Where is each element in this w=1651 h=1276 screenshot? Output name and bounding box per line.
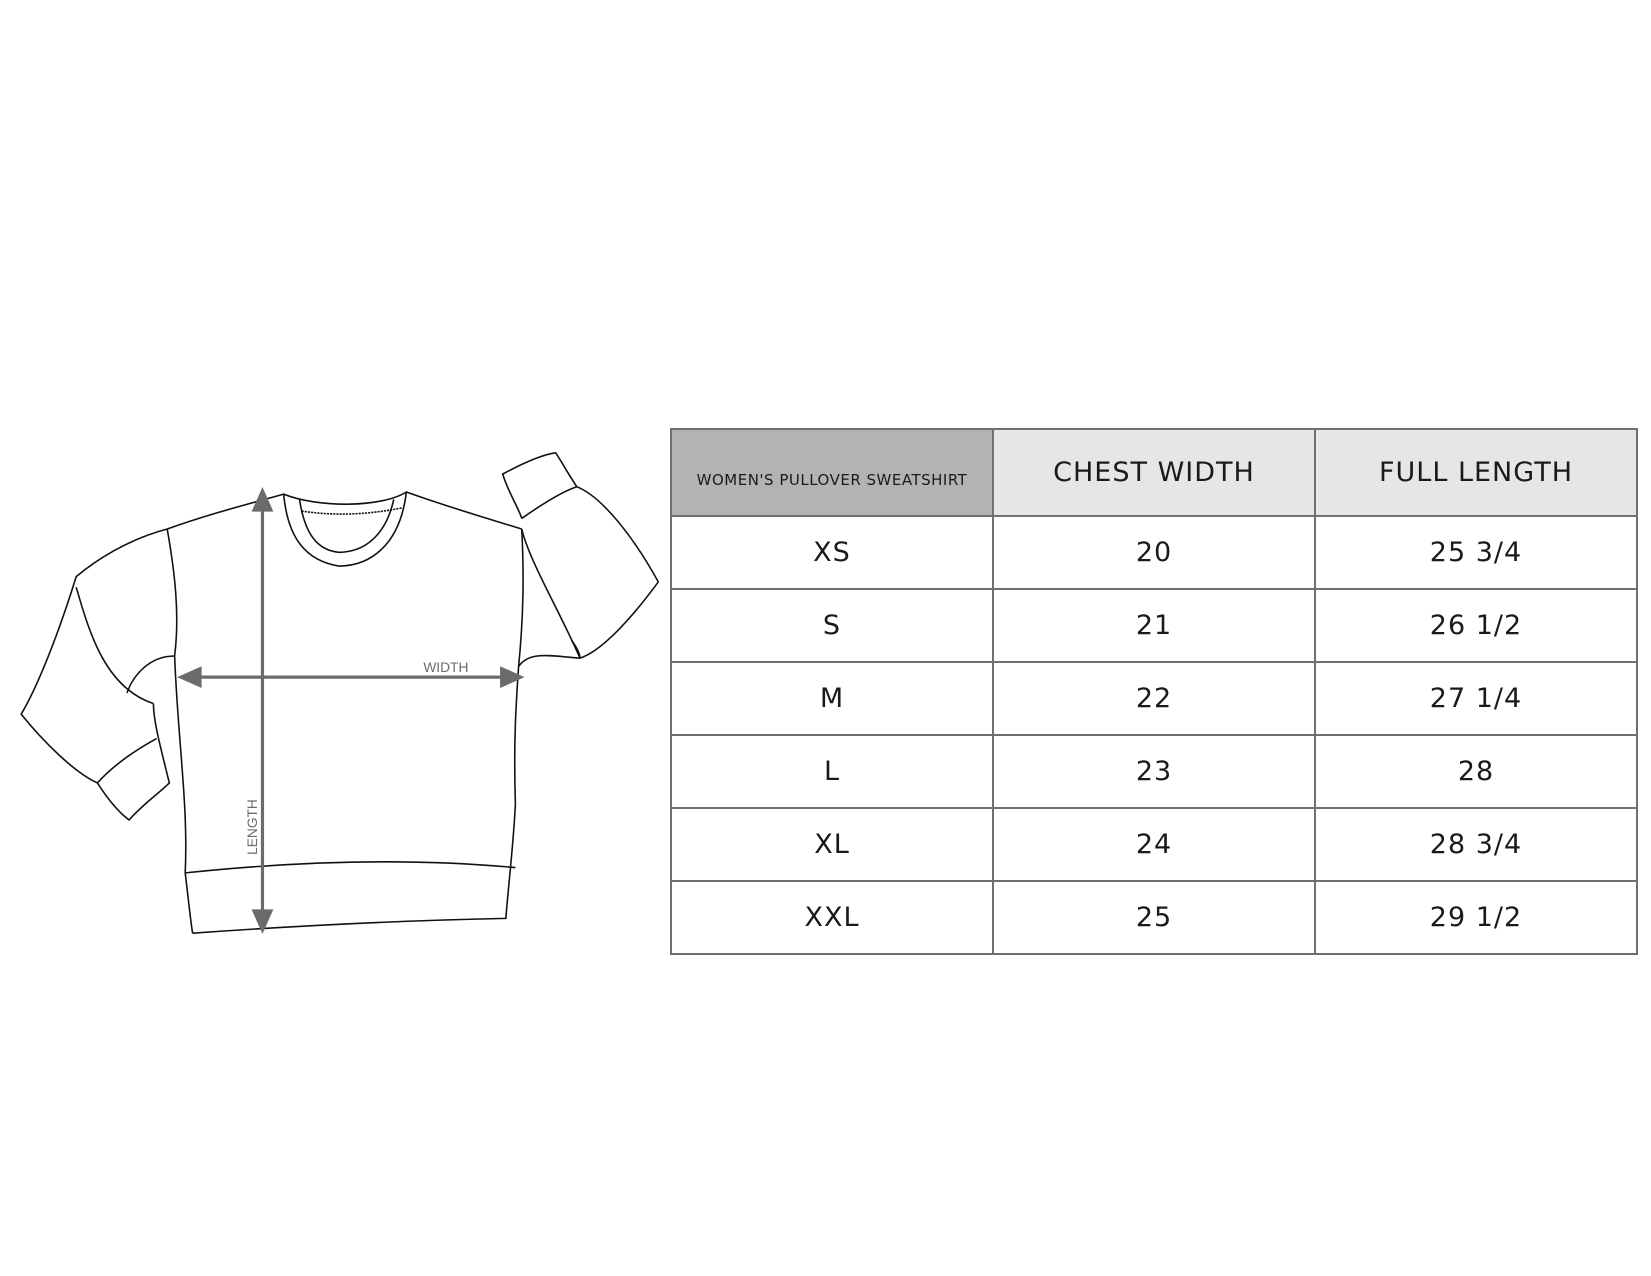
size-cell: XS (670, 515, 994, 590)
size-cell: XL (670, 807, 994, 882)
size-chart-table: WOMEN'S PULLOVER SWEATSHIRT CHEST WIDTH … (670, 428, 1638, 955)
table-row: L 23 28 (670, 734, 1638, 809)
width-label: WIDTH (423, 660, 468, 675)
full-length-header: FULL LENGTH (1314, 428, 1638, 517)
chest-width-header: CHEST WIDTH (992, 428, 1316, 517)
table-row: S 21 26 1/2 (670, 588, 1638, 663)
full-length-cell: 26 1/2 (1314, 588, 1638, 663)
arrow-head-right (500, 666, 525, 689)
full-length-cell: 25 3/4 (1314, 515, 1638, 590)
table-row: XL 24 28 3/4 (670, 807, 1638, 882)
table-header-row: WOMEN'S PULLOVER SWEATSHIRT CHEST WIDTH … (670, 428, 1638, 517)
full-length-cell: 27 1/4 (1314, 661, 1638, 736)
chest-width-cell: 20 (992, 515, 1316, 590)
full-length-cell: 28 (1314, 734, 1638, 809)
full-length-cell: 28 3/4 (1314, 807, 1638, 882)
sweatshirt-outline (20, 451, 660, 934)
chest-width-cell: 23 (992, 734, 1316, 809)
length-label: LENGTH (245, 799, 260, 855)
chest-width-cell: 22 (992, 661, 1316, 736)
arrow-head-bottom (251, 909, 274, 934)
size-cell: M (670, 661, 994, 736)
size-cell: XXL (670, 880, 994, 955)
table-row: M 22 27 1/4 (670, 661, 1638, 736)
arrow-head-left (177, 666, 202, 689)
chest-width-cell: 24 (992, 807, 1316, 882)
product-name-header: WOMEN'S PULLOVER SWEATSHIRT (670, 428, 994, 517)
chest-width-cell: 21 (992, 588, 1316, 663)
table-row: XS 20 25 3/4 (670, 515, 1638, 590)
full-length-cell: 29 1/2 (1314, 880, 1638, 955)
size-cell: S (670, 588, 994, 663)
measurement-arrows (177, 487, 525, 934)
chest-width-cell: 25 (992, 880, 1316, 955)
table-row: XXL 25 29 1/2 (670, 880, 1638, 955)
size-cell: L (670, 734, 994, 809)
arrow-head-top (251, 487, 274, 512)
